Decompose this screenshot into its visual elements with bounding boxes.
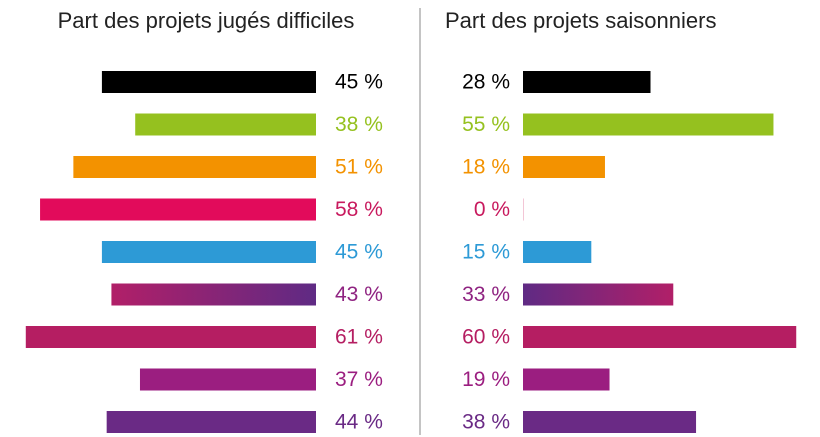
value-label: 55 %	[462, 113, 510, 136]
chart-title: Part des projets saisonniers	[445, 8, 716, 33]
value-label: 61 %	[335, 326, 383, 349]
value-label: 45 %	[335, 71, 383, 94]
value-label: 51 %	[335, 156, 383, 179]
value-label: 28 %	[462, 71, 510, 94]
value-label: 38 %	[462, 411, 510, 434]
bar	[523, 411, 697, 433]
bar	[523, 71, 651, 93]
value-label: 38 %	[335, 113, 383, 136]
value-label: 19 %	[462, 368, 510, 391]
value-label: 18 %	[462, 156, 510, 179]
bar	[523, 283, 674, 306]
chart-title: Part des projets jugés difficiles	[58, 8, 355, 33]
bar	[523, 156, 605, 178]
value-label: 45 %	[335, 241, 383, 264]
value-label: 37 %	[335, 368, 383, 391]
bar-stub	[523, 198, 524, 221]
value-label: 43 %	[335, 283, 383, 306]
value-label: 33 %	[462, 283, 510, 306]
value-label: 60 %	[462, 326, 510, 349]
bar	[101, 241, 316, 263]
bar	[523, 368, 610, 391]
bar	[73, 156, 316, 178]
value-label: 0 %	[474, 198, 510, 221]
bar	[106, 411, 317, 433]
value-label: 44 %	[335, 411, 383, 434]
bar	[523, 326, 797, 348]
value-label: 58 %	[335, 198, 383, 221]
bar	[523, 241, 592, 263]
bar	[101, 71, 316, 93]
bar	[135, 113, 316, 136]
bar	[40, 198, 316, 221]
bar	[523, 113, 774, 136]
bar	[111, 283, 316, 306]
bar	[139, 368, 316, 391]
value-label: 15 %	[462, 241, 510, 264]
bar	[25, 326, 317, 348]
